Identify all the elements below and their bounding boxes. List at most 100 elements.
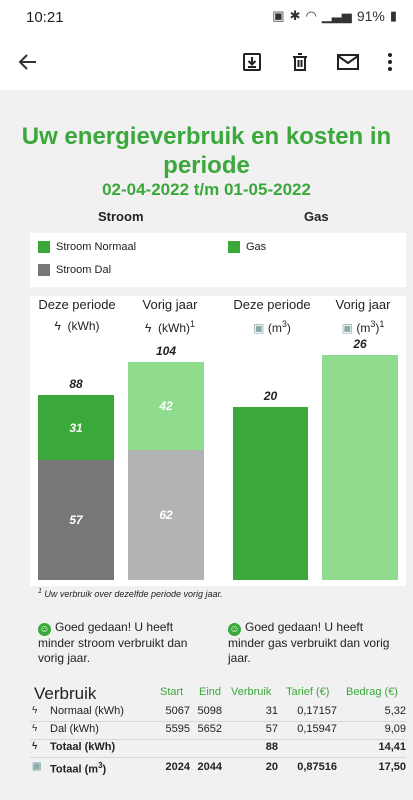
row-label: Totaal (m3): [50, 761, 107, 776]
unit-superscript: 3: [281, 319, 287, 329]
gas-message: ☺ Goed gedaan! U heeft minder gas verbrui…: [228, 620, 403, 666]
mark-unread-button[interactable]: [334, 48, 362, 76]
gas-col-deze-periode: Deze periode: [233, 297, 311, 312]
cell-verbruik: 20: [265, 761, 278, 773]
stroom-bar-dal-deze: 57: [38, 460, 114, 580]
delete-button[interactable]: [286, 48, 314, 76]
cell-bedrag: 17,50: [378, 761, 406, 773]
unit-close: ): [286, 321, 291, 335]
col-header-bedrag: Bedrag (€): [346, 686, 398, 698]
stroom-unit-vorig: ϟ (kWh)1: [124, 319, 216, 335]
cell-tarief: 0,17157: [297, 705, 337, 717]
signal-icon: ▁▃▅: [321, 8, 352, 23]
legend-stroom-normaal: Stroom Normaal: [38, 241, 136, 253]
gas-unit-deze: ▣ (m3): [226, 319, 318, 335]
cell-bedrag: 5,32: [384, 705, 406, 717]
trash-icon: [293, 53, 307, 71]
row-divider: [30, 739, 406, 740]
archive-button[interactable]: [238, 48, 266, 76]
more-options-button[interactable]: [376, 48, 404, 76]
stroom-bar-dal-vorig: 62: [128, 449, 204, 580]
cell-verbruik: 31: [265, 705, 278, 717]
bolt-icon: ϟ: [144, 321, 152, 335]
unit-label: (kWh): [67, 319, 100, 333]
table-row-total-kwh: ϟ Totaal (kWh) 88 14,41: [30, 740, 406, 758]
gas-bar-deze: [233, 407, 308, 580]
unit-label: (m: [267, 321, 282, 335]
cell-eind: 5652: [197, 723, 222, 735]
cell-bedrag: 14,41: [378, 741, 406, 753]
gas-meter-icon: ▣: [32, 761, 42, 772]
back-button[interactable]: [14, 48, 42, 76]
report-period: 02-04-2022 t/m 01-05-2022: [102, 180, 311, 199]
stroom-bar-normaal-deze: 31: [38, 395, 114, 461]
gas-col-vorig-jaar: Vorig jaar: [335, 297, 391, 312]
gas-value-label-vorig: 26: [353, 337, 367, 352]
legend-swatch: [38, 264, 50, 276]
bolt-icon: ϟ: [32, 741, 38, 752]
stroom-unit-deze: ϟ (kWh): [30, 319, 124, 333]
unit-superscript: 3: [370, 319, 376, 329]
gas-meter-icon: ▣: [341, 321, 353, 335]
table-row-total-m3: ▣ Totaal (m3) 2024 2044 20 0,87516 17,50: [30, 760, 406, 778]
cell-verbruik: 88: [265, 741, 278, 753]
unit-label: (kWh): [158, 321, 190, 335]
email-body: Uw energieverbruik en kosten in periode …: [0, 90, 413, 800]
status-bar: 10:21 ▣ ✱ ◠ ▁▃▅ 91% ▮: [0, 0, 413, 34]
row-label: Totaal (kWh): [50, 741, 116, 753]
row-divider: [30, 721, 406, 722]
wifi-icon: ◠: [305, 8, 317, 23]
legend-label: Stroom Dal: [56, 264, 112, 276]
col-header-eind: Eind: [199, 686, 222, 698]
gas-message-text: Goed gedaan! U heeft minder gas verbruik…: [228, 620, 390, 665]
row-divider: [30, 757, 406, 758]
more-vert-icon: [388, 53, 392, 71]
col-header-tarief: Tarief (€): [286, 686, 330, 698]
bolt-icon: ϟ: [32, 723, 38, 734]
stroom-message: ☺ Goed gedaan! U heeft minder stroom verb…: [38, 620, 208, 666]
legend-swatch: [228, 241, 240, 253]
stroom-col-deze-periode: Deze periode: [38, 297, 116, 312]
footnote-marker: 1: [190, 319, 196, 329]
battery-level: 91%: [356, 8, 385, 24]
row-label: Normaal (kWh): [50, 705, 124, 717]
legend-label: Stroom Normaal: [56, 241, 137, 253]
col-header-verbruik: Verbruik: [231, 686, 272, 698]
table-row: ϟ Dal (kWh) 5595 5652 57 0,15947 9,09: [30, 722, 406, 740]
cell-eind: 2044: [197, 761, 222, 773]
status-icons: ▣ ✱ ◠ ▁▃▅ 91% ▮: [272, 8, 397, 24]
bolt-icon: ϟ: [54, 319, 61, 333]
chart-footnote: 1 Uw verbruik over dezelfde periode vori…: [38, 588, 223, 599]
gas-unit-vorig: ▣ (m3)1: [318, 319, 408, 335]
arrow-back-icon: [18, 54, 36, 70]
bluetooth-icon: ✱: [289, 8, 301, 23]
section-stroom-heading: Stroom: [98, 209, 144, 224]
usage-table-title: Verbruik: [34, 684, 97, 703]
cell-verbruik: 57: [265, 723, 278, 735]
smiley-icon: ☺: [228, 623, 241, 636]
stroom-total-label-deze: 88: [69, 377, 83, 392]
status-time: 10:21: [26, 9, 64, 26]
legend-gas: Gas: [228, 241, 266, 253]
battery-icon: ▮: [389, 8, 397, 23]
gas-value-label-deze: 20: [263, 389, 278, 403]
email-toolbar: [0, 34, 413, 90]
unit-label: (m: [356, 321, 371, 335]
unit-close: ): [375, 321, 380, 335]
chart-legend: Stroom Normaal Stroom Dal Gas: [30, 233, 406, 287]
cell-tarief: 0,87516: [297, 761, 337, 773]
legend-stroom-dal: Stroom Dal: [38, 264, 111, 276]
row-label: Dal (kWh): [50, 723, 99, 735]
cell-eind: 5098: [197, 705, 222, 717]
stroom-bar-normaal-vorig: 42: [128, 361, 204, 450]
legend-label: Gas: [246, 241, 267, 253]
footnote-marker: 1: [38, 588, 42, 595]
col-header-start: Start: [160, 686, 184, 698]
footnote-text: Uw verbruik over dezelfde periode vorig …: [41, 589, 223, 599]
cell-start: 5595: [165, 723, 190, 735]
archive-icon: [243, 53, 261, 71]
cell-tarief: 0,15947: [297, 723, 337, 735]
gas-bar-vorig: [322, 355, 398, 580]
cell-start: 5067: [165, 705, 190, 717]
footnote-marker: 1: [379, 319, 385, 329]
